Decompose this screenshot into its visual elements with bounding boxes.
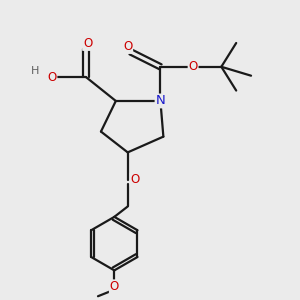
- Text: O: O: [110, 280, 119, 293]
- Text: O: O: [130, 173, 140, 186]
- Text: O: O: [188, 60, 198, 73]
- Text: O: O: [123, 40, 132, 53]
- Text: O: O: [83, 37, 92, 50]
- Text: N: N: [155, 94, 165, 107]
- Text: H: H: [31, 66, 39, 76]
- Text: O: O: [47, 71, 56, 84]
